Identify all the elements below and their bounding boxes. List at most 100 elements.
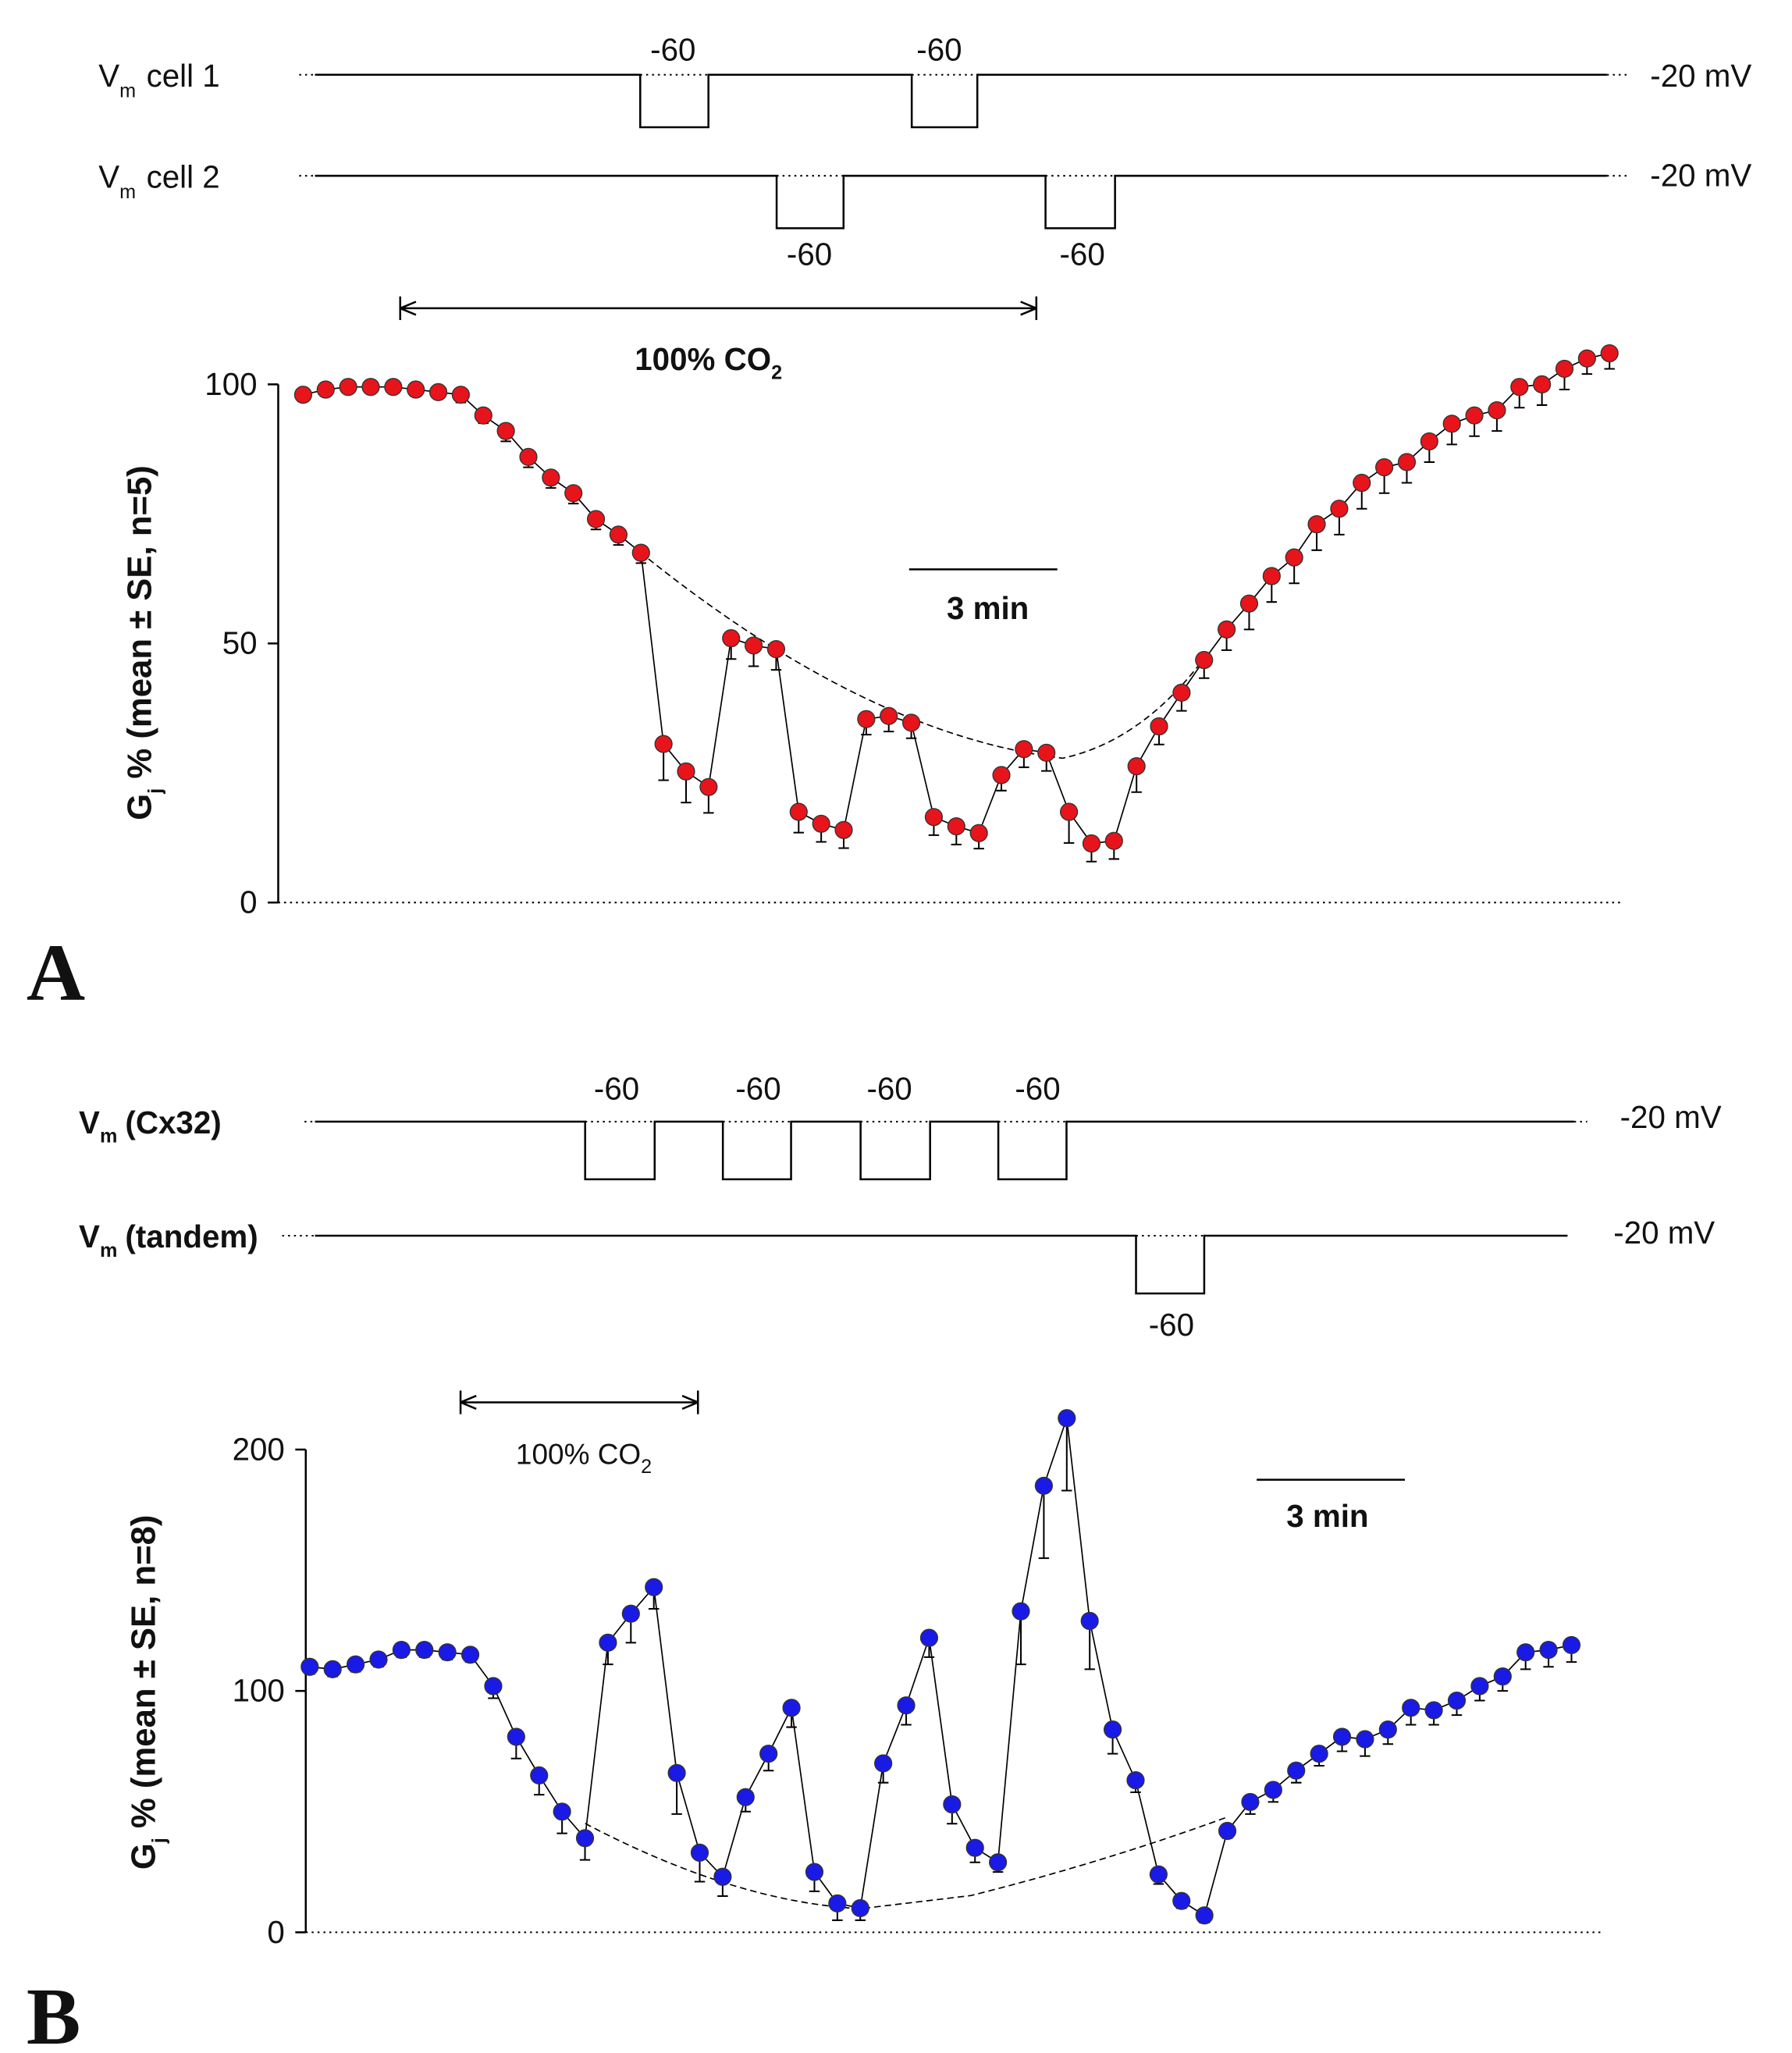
data-point [1420,432,1438,451]
data-point [1149,1865,1168,1884]
data-point [880,706,898,725]
data-point [1488,400,1506,420]
data-point [992,766,1011,785]
data-point [564,484,583,503]
data-point [1060,802,1079,821]
data-point [428,382,448,401]
voltage-trace [315,1120,1574,1181]
data-point [1037,743,1056,762]
data-point [415,1641,434,1660]
data-point [947,817,965,836]
y-axis-label: Gj % (mean ± SE, n=8) [125,1515,170,1870]
data-point [1034,1476,1054,1495]
data-point [645,1578,663,1596]
data-point [1264,1781,1282,1799]
data-point [1600,343,1619,363]
data-point [654,735,673,753]
pulse-label: -60 [735,1070,780,1106]
trace-label: Vm cell 1 [98,58,219,101]
data-point [699,777,718,796]
data-point [1539,1641,1558,1660]
data-point [1375,458,1394,477]
data-point [1103,1720,1122,1739]
data-point [438,1643,457,1662]
data-point [339,378,357,397]
co2-label: 100% CO2 [635,341,782,384]
trace-label: Vm (Cx32) [79,1105,222,1147]
data-point [1397,453,1417,471]
data-point [384,378,403,397]
panel-label: A [27,927,85,1018]
data-point [789,802,808,821]
voltage-trace [315,73,1607,129]
data-point [722,629,741,648]
data-point [575,1829,595,1848]
pulse-label: -60 [594,1070,639,1106]
data-point [1239,594,1259,613]
holding-label: -20 mV [1613,1215,1715,1251]
data-point [553,1802,571,1821]
data-point [943,1795,962,1814]
data-point [989,1853,1008,1872]
data-point [1330,500,1349,518]
data-point [1356,1730,1374,1749]
data-point [805,1863,824,1881]
data-point [1080,1611,1099,1631]
scale-bar-label: 3 min [947,590,1029,626]
data-point [744,636,763,655]
data-point [1307,515,1326,534]
data-point [1218,1821,1237,1841]
data-point [1285,548,1303,567]
data-point [1195,650,1214,670]
data-point [736,1788,755,1806]
protocol-a: Vm cell 1 Vm cell 2 -60 -60 -60 -60 -20 mV… [27,31,1752,1017]
pulse-label: -60 [787,236,832,272]
y-tick-label: 100 [233,1673,285,1709]
data-point [316,380,335,399]
data-point [1447,1691,1467,1710]
data-point [759,1744,778,1763]
data-point [361,378,380,397]
data-point [1424,1701,1443,1720]
data-point [690,1843,709,1862]
data-point [1015,740,1033,759]
data-point [1555,359,1574,379]
y-tick-label: 50 [222,625,258,661]
data-point [1562,1635,1581,1655]
data-point [713,1867,732,1886]
error-bar [1038,1485,1050,1560]
data-point [1577,349,1596,368]
data-point [1262,567,1281,585]
data-point [392,1641,411,1660]
data-point [1172,1891,1191,1910]
data-point [1493,1667,1512,1686]
data-point [1510,378,1529,397]
data-point [1218,620,1236,639]
chart: 0 50 100 [204,343,1620,920]
pulse-label: -60 [1149,1307,1194,1343]
data-point [766,639,786,659]
data-point [1470,1677,1489,1695]
data-point [300,1657,319,1676]
data-point [677,762,695,781]
data-point [474,406,492,425]
data-point [1332,1727,1352,1746]
trace-label: Vm cell 2 [98,158,219,202]
co2-label: 100% CO2 [516,1438,652,1478]
pulse-label: -60 [650,31,695,67]
data-point [586,510,606,528]
envelope-curve [639,551,1204,760]
holding-label: -20 mV [1650,58,1751,94]
data-point [969,824,988,842]
data-point [1241,1792,1260,1812]
data-point [897,1696,916,1715]
panel-label: B [27,1971,81,2053]
pulse-label: -60 [1059,236,1104,272]
data-point [407,380,425,399]
data-point [460,1646,480,1664]
data-point [1104,831,1123,850]
data-point [631,543,650,562]
data-point [919,1628,939,1647]
data-point [1533,375,1552,393]
